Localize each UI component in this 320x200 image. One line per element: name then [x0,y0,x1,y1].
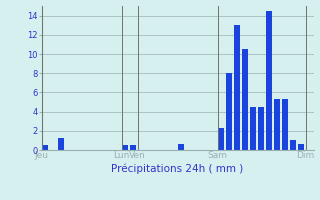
Bar [218,128,224,150]
Bar [298,144,304,150]
Bar [42,145,48,150]
Bar [58,138,64,150]
Bar [282,99,288,150]
Bar [122,145,128,150]
Bar [234,25,240,150]
Bar [178,144,184,150]
Bar [242,49,248,150]
Bar [266,11,272,150]
Bar [258,107,264,150]
Bar [274,99,280,150]
Bar [130,145,136,150]
Bar [290,140,296,150]
Bar [250,107,256,150]
Bar [226,73,232,150]
X-axis label: Précipitations 24h ( mm ): Précipitations 24h ( mm ) [111,163,244,174]
